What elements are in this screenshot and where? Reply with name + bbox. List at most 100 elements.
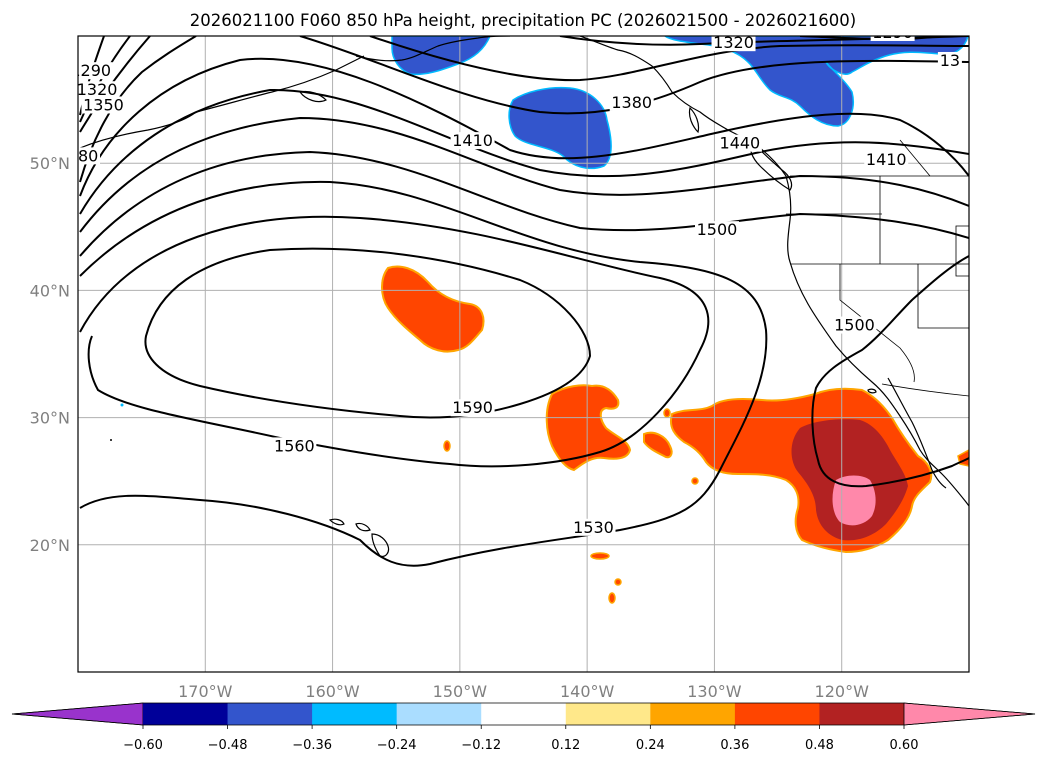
figure-title: 2026021100 F060 850 hPa height, precipit… [190,11,856,30]
contour-label: 1590 [452,398,493,417]
contour-label: 13 [940,51,960,70]
contour-label-halo [937,51,962,69]
coastline-alaska-peninsula [195,55,365,113]
coastline-north-america [579,36,969,507]
contour-label-group: 1290 [870,23,915,42]
contour-label: 1500 [697,220,738,239]
lon-tick-label: 160°W [305,682,360,701]
precip-negative-ne-pacific [508,86,612,170]
colorbar-extend-low [11,702,144,726]
contour-label-group: 1320 [77,80,120,99]
precip-small-6 [663,408,671,418]
lon-tick-label: 120°W [815,682,870,701]
coastline-alaska-south [355,36,511,62]
contour-label-group: 1410 [450,131,495,150]
precip-positive-baja-max [832,475,876,526]
nv-az-border [917,264,969,329]
coastline-vancouver-island [749,141,793,191]
precip-negative-bc-coast [663,36,969,127]
colorbar-swatch [481,703,567,725]
colorbar-label: −0.60 [123,738,163,753]
contour-label: 1560 [274,436,315,455]
contour-label-halo [78,147,100,165]
contour-label-halo [870,36,915,41]
contour-label: 1500 [834,316,875,335]
contour-label-halo [81,96,126,114]
colorbar-label: −0.48 [208,738,248,753]
colorbar: −0.60 −0.48 −0.36 −0.24 −0.12 0.12 0.24 0.36 0.4… [11,702,1036,753]
colorbar-label: −0.24 [377,738,417,753]
contour-1590 [144,247,592,419]
contour-label-group: 1440 [717,134,762,153]
coastline-baja [887,377,947,489]
contour-label: 1290 [872,23,913,42]
colorbar-swatch [396,703,482,725]
contour-label-group: 1380 [58,146,100,165]
contour-1500-north [79,150,969,257]
colorbar-swatch [143,703,229,725]
contour-label-halo [450,399,495,417]
contour-label-halo [694,221,739,239]
contour-label: 1410 [866,150,907,169]
colorbar-label: −0.12 [461,738,501,753]
colorbar-swatch [565,703,651,725]
precip-small-2 [590,552,610,560]
colorbar-swatch [227,703,313,725]
contour-label-halo [78,81,120,99]
contour-label-group: 1350 [81,96,126,115]
contour-label-halo [864,151,909,169]
lat-tick-label: 40°N [30,281,70,300]
colorbar-swatch [819,703,905,725]
contour-label-group: 1410 [864,150,909,169]
contour-1440 [79,88,969,215]
coastline-california-islands [867,388,877,394]
ca-nv-border [839,264,915,383]
contour-label-halo [609,93,654,111]
colorbar-label: 0.60 [890,738,919,753]
contour-1410 [79,57,969,197]
contour-label: 1380 [58,146,99,165]
colorbar-label: 0.48 [805,738,834,753]
colorbar-swatch [734,703,820,725]
contour-label: 1350 [83,96,124,115]
contour-labels: 1290132013501380141013801320129013144014… [58,23,962,537]
colorbar-label: −0.36 [292,738,332,753]
map-area: 1290132013501380141013801320129013144014… [58,23,969,672]
contour-1500-south [811,255,969,488]
contour-label-halo [717,134,762,152]
contour-label-group: 1290 [70,61,113,80]
contour-label-group: 1560 [272,436,317,455]
precip-positive-subtropical-b [643,431,673,459]
lon-tick-label: 170°W [178,682,233,701]
precip-small-5 [691,477,699,485]
colorbar-label: 0.36 [720,738,749,753]
coastline-aleutians [79,111,197,149]
contour-label: 1290 [70,61,111,80]
colorbar-label: 0.12 [551,738,580,753]
colorbar-swatch [650,703,736,725]
marker-small-black [110,439,112,441]
contour-1350-east [369,36,969,82]
contour-label: 1380 [611,93,652,112]
ocean-background [78,36,969,672]
precip-positive-central-pacific [381,265,485,353]
contour-label: 1530 [573,518,614,537]
precip-small-1 [443,440,451,452]
bc-ab-border [899,139,931,177]
contour-label-halo [272,437,317,455]
contour-label: 1320 [713,33,754,52]
lon-tick-label: 140°W [560,682,615,701]
us-mexico-border [881,383,969,397]
contour-1470 [79,116,969,233]
contour-label-halo [711,36,756,52]
coastlines [79,36,969,557]
colorbar-extend-high [903,702,1036,726]
contour-label-halo [450,132,495,150]
axis-tick-labels: 170°W 160°W 150°W 140°W 130°W 120°W 20°N 30°N 40… [30,154,869,701]
height-contours [79,36,969,567]
contour-label: 1320 [77,80,118,99]
mt-border [955,225,969,277]
lat-tick-label: 20°N [30,536,70,555]
contour-label: 1440 [720,134,761,153]
